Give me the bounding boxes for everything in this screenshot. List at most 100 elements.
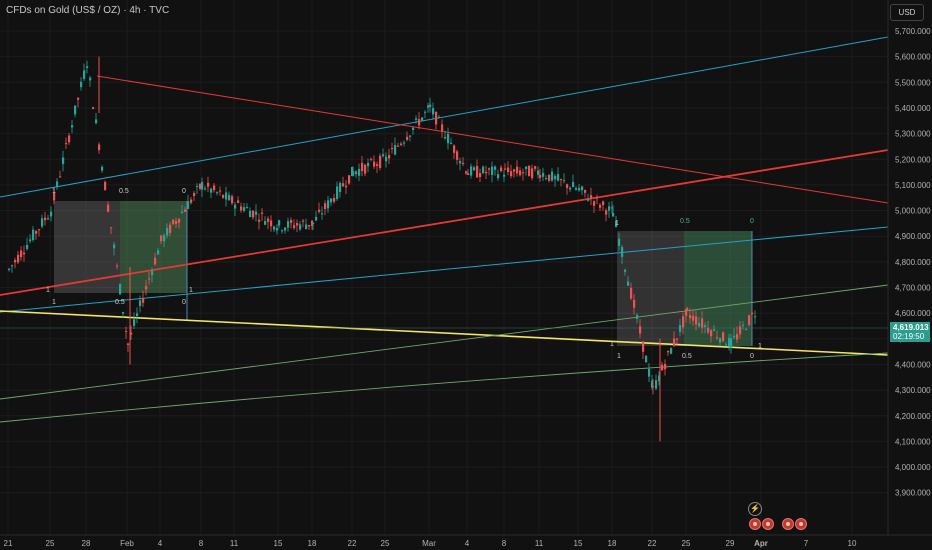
candle-body [409,135,412,137]
candle-body [542,172,545,177]
candle-body [421,117,424,121]
candle-body [276,228,279,231]
candle-body [539,174,542,178]
candle-body [163,235,166,242]
symbol-title[interactable]: CFDs on Gold (US$ / OZ) · 4h · TVC [6,5,170,16]
candle-body [748,315,751,325]
candle-body [551,171,554,181]
time-tick-label: 15 [574,539,583,548]
candle-body [107,204,110,212]
price-tick-label: 4,700.000 [895,284,931,293]
candle-body [618,238,621,247]
fib-labels: 1 0.5 01 11 0.5 01 0.5 01 11 0.5 0 [46,188,762,360]
lightning-icon[interactable]: ⚡ [748,502,762,516]
price-tick-label: 5,500.000 [895,78,931,87]
candle-body [145,286,148,290]
price-tick-label: 5,700.000 [895,27,931,36]
candle-body [516,166,519,174]
candle-body [296,223,299,226]
candles [8,56,757,442]
candle-body [739,326,742,335]
candle-body [154,257,157,265]
candle-body [692,315,695,321]
candle-body [38,229,41,231]
event-marker-icon[interactable] [782,518,794,530]
candle-body [355,171,358,175]
time-tick-label: 11 [535,539,544,548]
candle-body [92,107,95,110]
candle-body [264,221,267,225]
candle-body [216,192,219,194]
trend-line-yellow [0,310,889,356]
candle-body [136,313,139,316]
currency-button[interactable]: USD [890,4,924,21]
event-marker-icon[interactable] [762,518,774,530]
candle-body [287,221,290,228]
trend-line-cyan [0,36,889,198]
fib-zone-green [684,231,752,346]
candle-body [456,151,459,160]
price-tick-label: 4,100.000 [895,437,931,446]
fib-label: 1 [615,220,619,227]
time-tick-label: 8 [199,539,204,548]
candle-body [231,196,234,204]
event-marker-icon[interactable] [749,518,761,530]
time-tick-label: 22 [348,539,357,548]
candle-body [611,207,614,209]
candle-body [510,171,513,177]
candle-body [47,218,50,220]
candle-body [255,211,258,215]
candle-body [593,201,596,206]
candle-body [545,178,548,180]
candle-body [751,312,754,315]
candle-body [701,318,704,328]
candle-body [14,259,17,263]
time-tick-label: 18 [608,539,617,548]
candle-body [429,104,432,107]
candle-body [44,217,47,221]
time-tick-label: 15 [274,539,283,548]
candle-body [503,174,506,177]
candle-body [17,254,20,263]
candle-body [104,181,107,191]
candle-body [20,250,23,258]
candle-body [482,166,485,173]
candle-body [243,207,246,211]
time-axis[interactable]: 21 25 28 Feb 4 8 11 15 18 22 25 Mar 4 8 11 15 18 22 25 29 Ap… [0,534,932,548]
event-marker-icon[interactable] [795,518,807,530]
candle-body [704,325,707,327]
price-tick-label: 4,600.000 [895,309,931,318]
candle-body [639,326,642,334]
candle-body [196,186,199,188]
candle-body [98,144,101,151]
candle-body [467,173,470,176]
price-axis[interactable]: 5,700.000 5,600.000 5,500.000 5,400.000 5,30… [887,0,932,550]
candle-body [733,335,736,338]
candle-body [175,220,178,224]
fib-label: 0 [750,218,754,225]
candle-body [83,70,86,79]
fib-label: 0 [182,299,186,306]
candle-body [494,166,497,170]
candle-body [587,199,590,201]
candle-body [447,133,450,144]
candle-body [207,182,210,187]
candle-body [133,319,136,326]
candle-body [166,227,169,236]
candle-body [284,227,287,231]
candle-body [26,244,29,250]
candle-body [572,182,575,188]
candle-body [201,182,204,190]
candle-body [754,316,757,318]
candle-body [698,323,701,327]
candle-body [412,127,415,130]
candle-body [222,194,225,198]
candle-body [252,210,255,218]
time-tick-label: Feb [120,539,134,548]
candle-body [605,210,608,215]
candle-body [364,164,367,174]
candle-body [318,209,321,212]
time-tick-label: 18 [308,539,317,548]
candle-body [246,207,249,209]
